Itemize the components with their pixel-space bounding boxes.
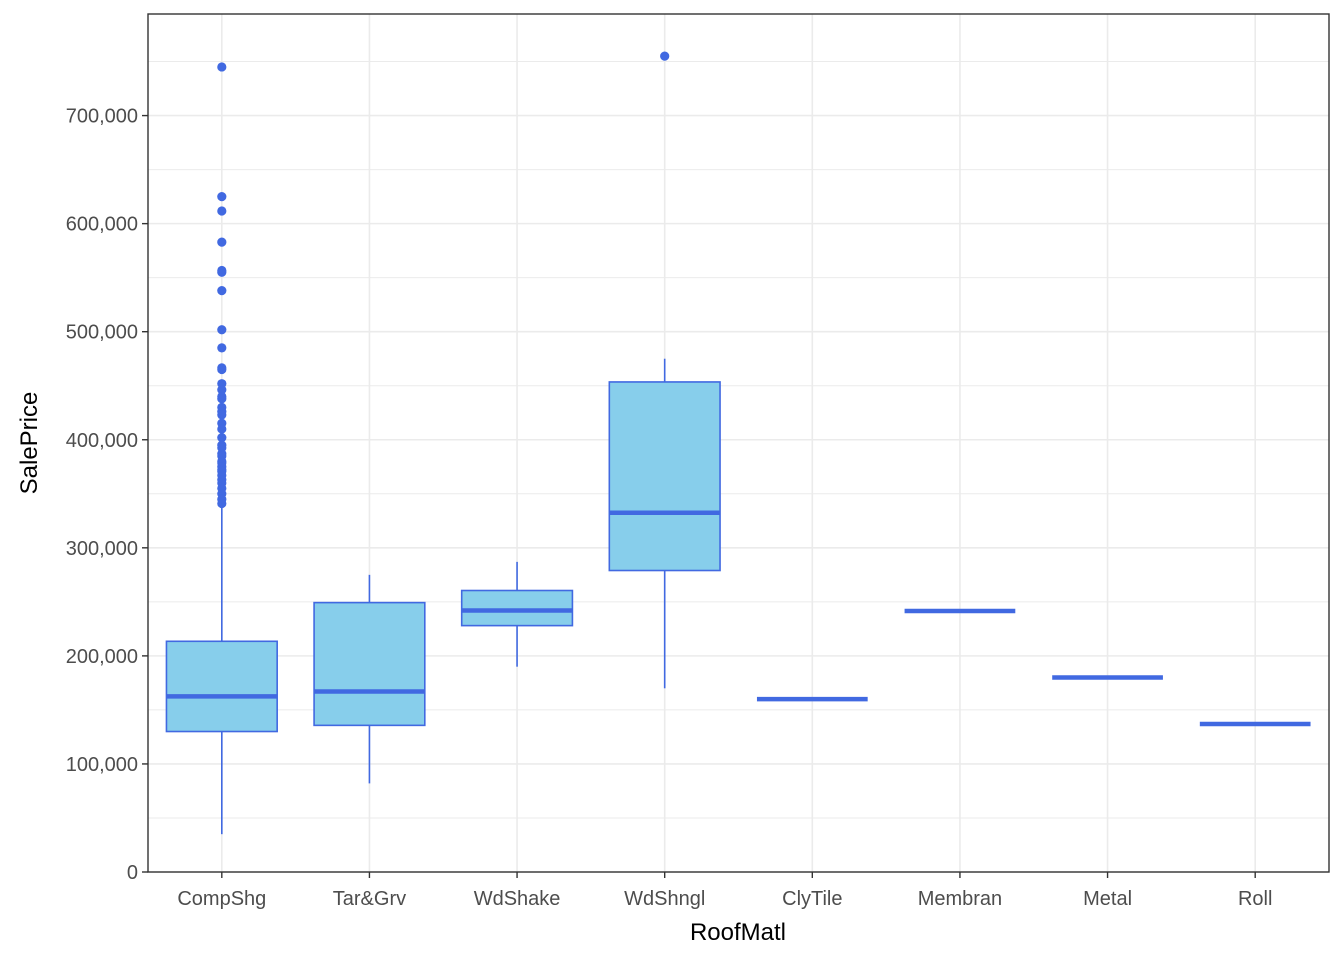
boxplot-wdshngl bbox=[608, 51, 721, 689]
box-iqr bbox=[313, 601, 426, 727]
x-axis: CompShg Tar&Grv WdShake WdShngl ClyTile Membr… bbox=[177, 872, 1272, 910]
outlier-point bbox=[660, 51, 670, 61]
x-tick-label: Membran bbox=[918, 888, 1002, 910]
x-tick-label: WdShngl bbox=[624, 888, 705, 910]
boxplot-wdshake bbox=[460, 561, 574, 667]
x-tick-label: CompShg bbox=[177, 888, 266, 910]
outlier-point bbox=[217, 286, 227, 296]
boxplot-compshg bbox=[165, 62, 278, 835]
box-iqr bbox=[460, 589, 574, 627]
x-axis-title: RoofMatl bbox=[690, 919, 786, 946]
outlier-point bbox=[217, 364, 227, 375]
outlier-point bbox=[217, 237, 227, 247]
outlier-point bbox=[217, 192, 227, 202]
outlier-point bbox=[217, 62, 227, 72]
x-tick-label: Metal bbox=[1083, 888, 1132, 910]
y-axis: 0 100,000 200,000 300,000 400,000 500,000 600,… bbox=[66, 106, 148, 884]
x-tick-label: Tar&Grv bbox=[333, 888, 406, 910]
outlier-point bbox=[217, 206, 227, 216]
outlier-point bbox=[217, 394, 227, 404]
boxplot-tar-grv bbox=[313, 574, 426, 784]
x-tick-label: Roll bbox=[1238, 888, 1272, 910]
outlier-point bbox=[217, 410, 227, 420]
y-tick-label: 200,000 bbox=[66, 646, 138, 668]
outlier-point bbox=[217, 385, 227, 395]
panel-border bbox=[147, 13, 1330, 873]
y-tick-label: 700,000 bbox=[66, 106, 138, 128]
outlier-point bbox=[217, 267, 227, 277]
x-tick-label: ClyTile bbox=[782, 888, 842, 910]
outlier-point bbox=[217, 343, 227, 353]
y-axis-title: SalePrice bbox=[16, 392, 43, 495]
y-tick-label: 300,000 bbox=[66, 538, 138, 560]
y-tick-label: 400,000 bbox=[66, 430, 138, 452]
outlier-point bbox=[217, 432, 227, 443]
y-tick-label: 500,000 bbox=[66, 322, 138, 344]
y-tick-label: 100,000 bbox=[66, 754, 138, 776]
box-iqr bbox=[165, 640, 278, 733]
outlier-point bbox=[217, 424, 227, 434]
y-tick-label: 600,000 bbox=[66, 214, 138, 236]
outlier-point bbox=[217, 498, 227, 509]
y-tick-label: 0 bbox=[127, 862, 138, 884]
x-tick-label: WdShake bbox=[474, 888, 561, 910]
outlier-point bbox=[217, 325, 227, 335]
boxplots bbox=[165, 51, 1311, 835]
box-iqr bbox=[608, 381, 721, 572]
